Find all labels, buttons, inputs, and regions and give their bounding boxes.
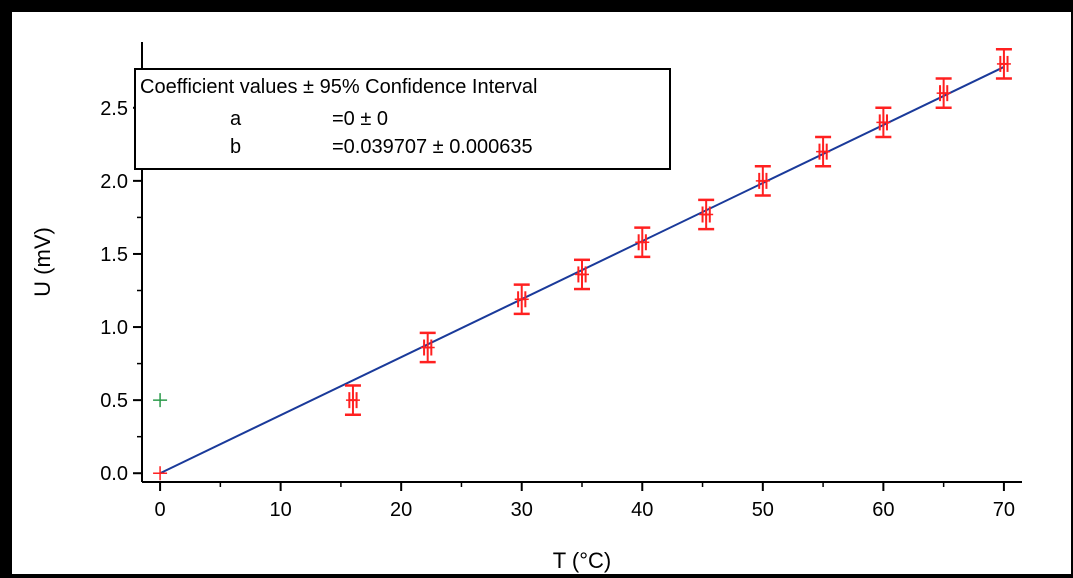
x-axis-title: T (°C) <box>553 548 612 573</box>
y-axis-title: U (mV) <box>30 227 55 297</box>
data-point <box>995 48 1012 80</box>
chart-plot: 0 10 20 30 40 50 60 70 0.0 0.5 1.0 1.5 2.0 2.5 T (°C… <box>30 42 1022 573</box>
y-tick-label: 0.0 <box>100 463 128 485</box>
data-point <box>574 258 590 291</box>
data-point <box>875 106 892 139</box>
x-tick-label: 50 <box>752 499 774 521</box>
x-ticks: 0 10 20 30 40 50 60 70 <box>155 482 1015 521</box>
y-tick-label: 1.0 <box>100 317 128 339</box>
data-point <box>513 283 530 316</box>
data-point <box>344 384 361 417</box>
data-point <box>634 226 651 259</box>
y-ticks: 0.0 0.5 1.0 1.5 2.0 2.5 <box>100 70 142 485</box>
data-point <box>419 331 436 364</box>
y-tick-label: 1.5 <box>100 244 128 266</box>
y-tick-label: 0.5 <box>100 390 128 412</box>
data-point <box>935 77 952 110</box>
x-tick-label: 60 <box>872 499 894 521</box>
data-point <box>153 466 168 481</box>
y-tick-label: 2.5 <box>100 98 128 120</box>
x-tick-label: 10 <box>270 499 292 521</box>
data-point <box>153 393 168 408</box>
data-point <box>815 135 832 168</box>
x-tick-label: 0 <box>155 499 166 521</box>
fit-coefficients-box: Coefficient values ± 95% Confidence Inte… <box>134 68 671 170</box>
data-point <box>698 198 715 231</box>
coefficient-value: =0.039707 ± 0.000635 <box>332 136 533 158</box>
coefficient-name: a <box>230 108 242 130</box>
coefficients-title: Coefficient values ± 95% Confidence Inte… <box>140 76 538 98</box>
coefficient-name: b <box>230 136 242 158</box>
data-point <box>754 165 771 197</box>
chart-frame: 0 10 20 30 40 50 60 70 0.0 0.5 1.0 1.5 2.0 2.5 T (°C… <box>12 12 1071 574</box>
coefficient-row-a: a =0 ± 0 <box>136 108 669 132</box>
y-tick-label: 2.0 <box>100 171 128 193</box>
x-tick-label: 20 <box>390 499 412 521</box>
data-points-layer <box>153 48 1012 481</box>
x-tick-label: 40 <box>631 499 653 521</box>
x-tick-label: 30 <box>511 499 533 521</box>
coefficient-row-b: b =0.039707 ± 0.000635 <box>136 136 669 160</box>
coefficient-value: =0 ± 0 <box>332 108 389 130</box>
x-tick-label: 70 <box>993 499 1015 521</box>
